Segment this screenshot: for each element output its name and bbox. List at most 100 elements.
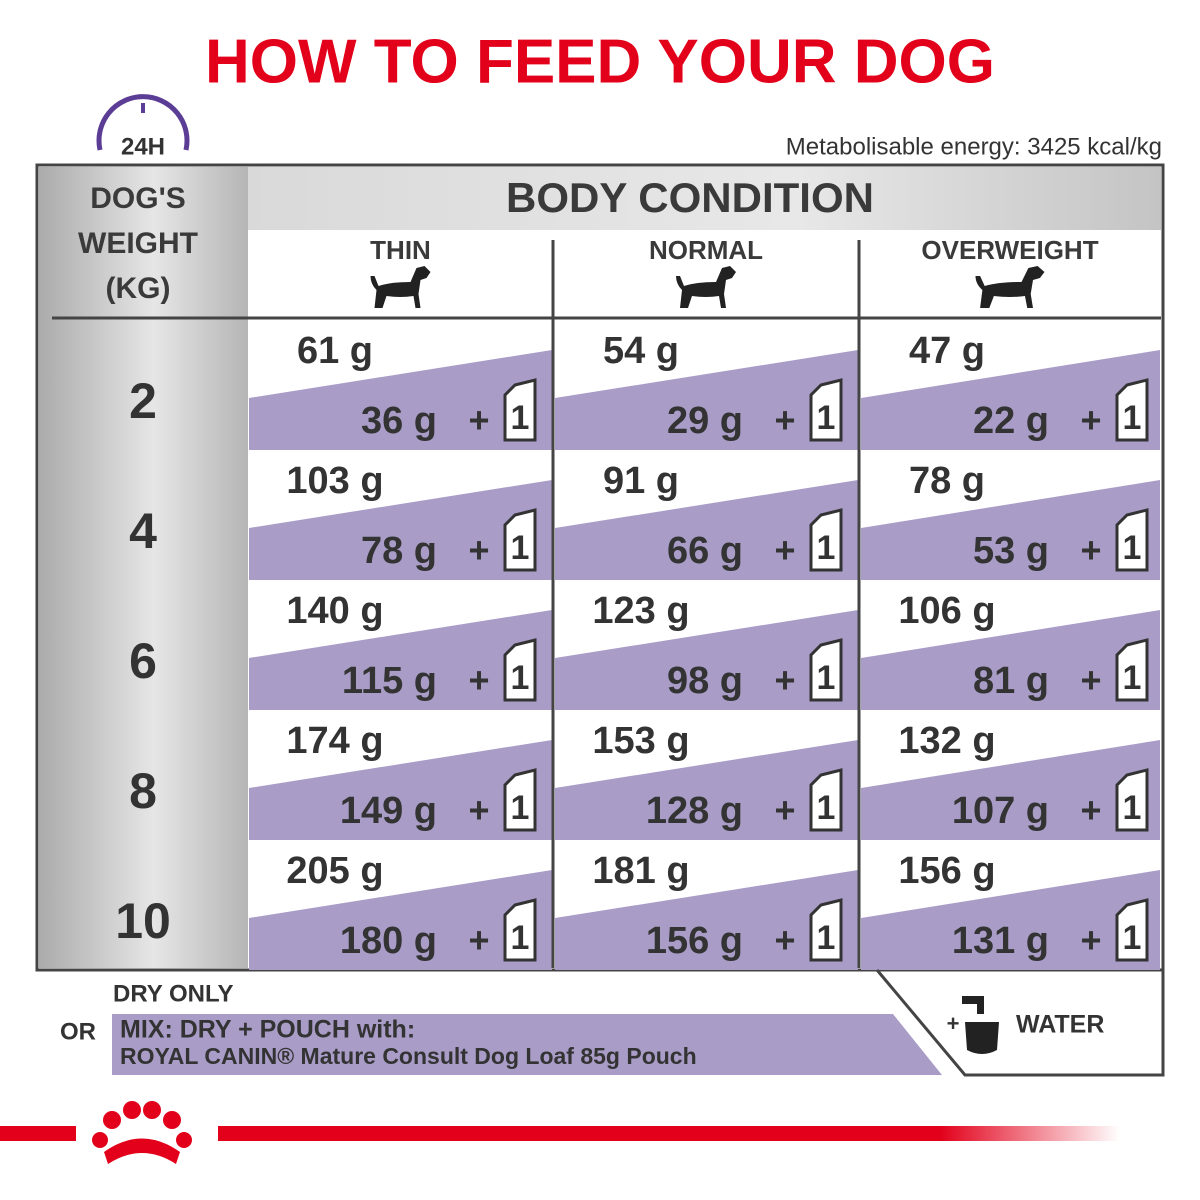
- pouch-label: 1: [511, 399, 530, 437]
- group-header: BODY CONDITION: [506, 174, 874, 221]
- pouch-label: 1: [511, 529, 530, 567]
- plus: +: [1080, 400, 1101, 441]
- dry-amount: 54 g: [603, 330, 679, 372]
- pouch-label: 1: [817, 659, 836, 697]
- dog-icon: [676, 266, 736, 308]
- mix-band: [861, 610, 1160, 710]
- weight: 10: [115, 893, 171, 949]
- pouch-label: 1: [1123, 529, 1142, 567]
- dry-amount: 47 g: [909, 330, 985, 372]
- weight-header: DOG'S: [90, 182, 185, 215]
- mix-band: [861, 740, 1160, 840]
- mix-amount: 98 g: [667, 660, 743, 702]
- plus: +: [468, 790, 489, 831]
- pouch-icon: [503, 508, 537, 572]
- pouch-icon: [809, 638, 843, 702]
- title: HOW TO FEED YOUR DOG: [205, 27, 995, 96]
- pouch-icon: [1115, 378, 1149, 442]
- column-header: OVERWEIGHT: [921, 235, 1098, 265]
- pouch-icon: [1115, 898, 1149, 962]
- mix-amount: 22 g: [973, 400, 1049, 442]
- dry-amount: 140 g: [286, 590, 383, 632]
- mix-amount: 78 g: [361, 530, 437, 572]
- mix-band: [555, 350, 858, 450]
- pouch-label: 1: [1123, 659, 1142, 697]
- pouch-icon: [503, 768, 537, 832]
- column-header: NORMAL: [649, 235, 763, 265]
- energy: Metabolisable energy: 3425 kcal/kg: [786, 133, 1162, 160]
- brand-logo: [0, 1101, 1120, 1164]
- mix-amount: 53 g: [973, 530, 1049, 572]
- plus: +: [774, 530, 795, 571]
- group-header-band: [248, 167, 1161, 230]
- weight: 4: [129, 503, 157, 559]
- mix-band: [249, 740, 552, 840]
- dry-amount: 78 g: [909, 460, 985, 502]
- weight: 8: [129, 763, 157, 819]
- water: WATER: [1016, 1011, 1104, 1039]
- mix-band: [555, 870, 858, 970]
- mix-band: [861, 480, 1160, 580]
- table-body: THIN NORMAL OVERWEIGHT 2 61 g 36 g +1 54 g 29 g +…: [115, 235, 1160, 970]
- mix-amount: 149 g: [340, 790, 437, 832]
- dry-amount: 91 g: [603, 460, 679, 502]
- water-icon: [962, 996, 999, 1054]
- mix-amount: 66 g: [667, 530, 743, 572]
- dry-amount: 132 g: [898, 720, 995, 762]
- dry-amount: 174 g: [286, 720, 383, 762]
- dry-amount: 153 g: [592, 720, 689, 762]
- plus: +: [774, 660, 795, 701]
- mix-amount: 29 g: [667, 400, 743, 442]
- mix-amount: 131 g: [952, 920, 1049, 962]
- plus: +: [468, 400, 489, 441]
- mix-amount: 115 g: [342, 660, 437, 702]
- dog-icon: [975, 266, 1045, 308]
- weight: 2: [129, 373, 157, 429]
- mix-band: [249, 610, 552, 710]
- dry-amount: 61 g: [297, 330, 373, 372]
- mix-band: [555, 610, 858, 710]
- plus: +: [1080, 530, 1101, 571]
- dry-only: DRY ONLY: [113, 980, 233, 1007]
- pouch-icon: [503, 378, 537, 442]
- or: OR: [60, 1018, 96, 1045]
- dog-icon: [370, 266, 431, 308]
- mix-amount: 36 g: [361, 400, 437, 442]
- weight-header: WEIGHT: [78, 227, 198, 260]
- mix-band: [249, 870, 552, 970]
- pouch-icon: [1115, 508, 1149, 572]
- pouch-label: 1: [817, 399, 836, 437]
- mix-amount: 128 g: [646, 790, 743, 832]
- plus: +: [468, 920, 489, 961]
- dry-amount: 106 g: [898, 590, 995, 632]
- mix-amount: 81 g: [973, 660, 1049, 702]
- pouch-label: 1: [1123, 789, 1142, 827]
- weight-column: [39, 167, 248, 968]
- mix-amount: 180 g: [340, 920, 437, 962]
- pouch-label: 1: [511, 789, 530, 827]
- mix-band: [249, 480, 552, 580]
- pouch-label: 1: [511, 919, 530, 957]
- weight-header: (KG): [106, 272, 171, 305]
- mix-band: [861, 350, 1160, 450]
- water-plus: +: [947, 1011, 960, 1036]
- weight: 6: [129, 633, 157, 689]
- pouch-label: 1: [511, 659, 530, 697]
- mix-band: [249, 350, 552, 450]
- column-header: THIN: [370, 235, 431, 265]
- mix-band: [112, 1014, 942, 1075]
- plus: +: [1080, 660, 1101, 701]
- pouch-icon: [809, 768, 843, 832]
- mix-band: [555, 740, 858, 840]
- pouch-label: 1: [1123, 919, 1142, 957]
- pouch-icon: [1115, 768, 1149, 832]
- plus: +: [1080, 920, 1101, 961]
- plus: +: [774, 790, 795, 831]
- dry-amount: 156 g: [898, 850, 995, 892]
- pouch-icon: [1115, 638, 1149, 702]
- pouch-label: 1: [817, 789, 836, 827]
- pouch-label: 1: [1123, 399, 1142, 437]
- clock-icon: [96, 94, 190, 162]
- plus: +: [774, 400, 795, 441]
- plus: +: [1080, 790, 1101, 831]
